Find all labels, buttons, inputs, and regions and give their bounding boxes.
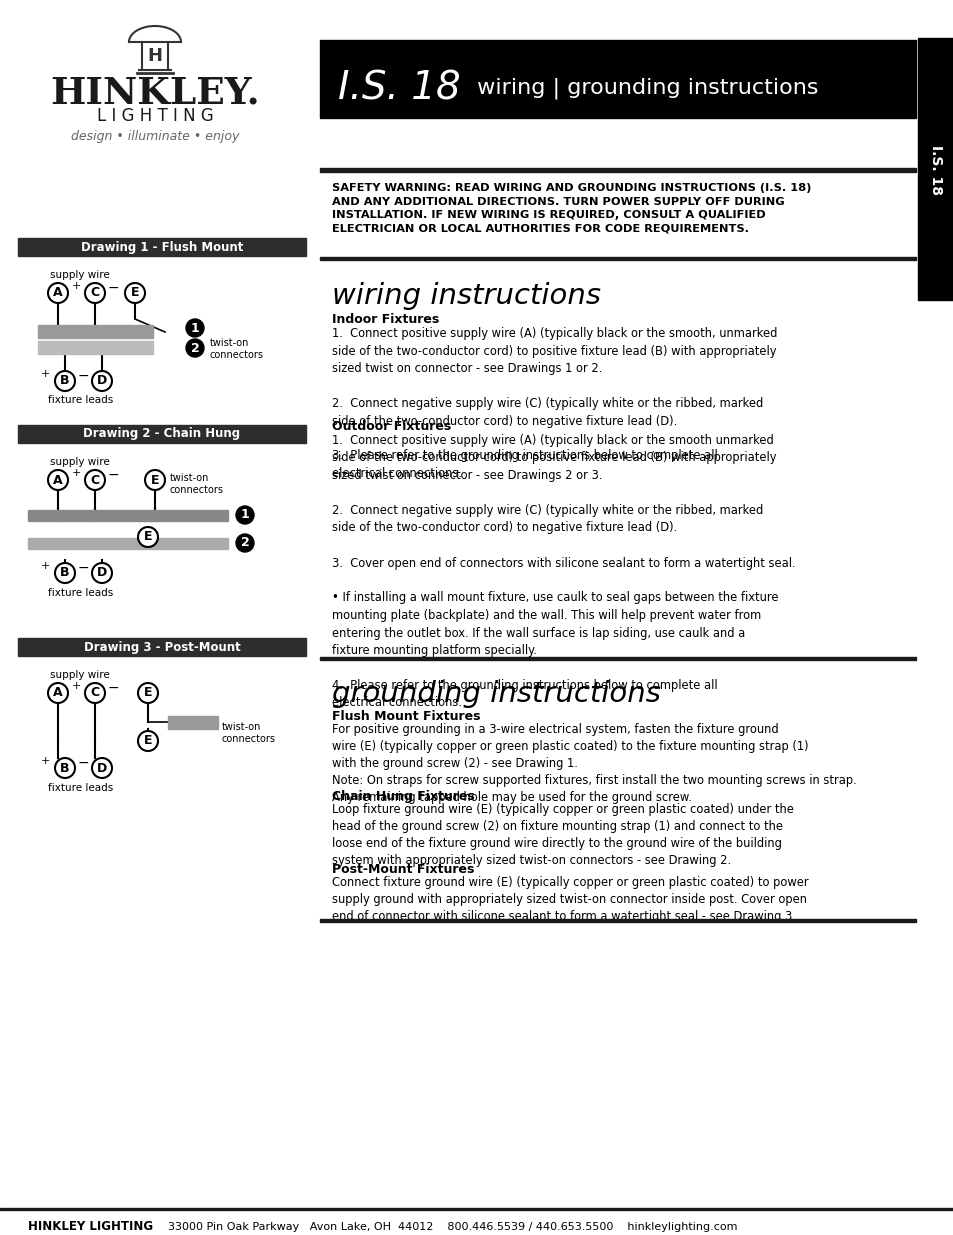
Text: wiring | grounding instructions: wiring | grounding instructions (470, 78, 818, 99)
Circle shape (48, 471, 68, 490)
Text: L I G H T I N G: L I G H T I N G (96, 107, 213, 125)
Text: E: E (131, 287, 139, 300)
Text: Outdoor Fixtures: Outdoor Fixtures (332, 420, 451, 433)
Text: −: − (107, 468, 119, 482)
Circle shape (235, 506, 253, 524)
Text: Drawing 3 - Post-Mount: Drawing 3 - Post-Mount (84, 641, 240, 653)
Circle shape (85, 471, 105, 490)
Text: Flush Mount Fixtures: Flush Mount Fixtures (332, 710, 480, 722)
Text: E: E (151, 473, 159, 487)
Text: 1.  Connect positive supply wire (A) (typically black or the smooth unmarked
sid: 1. Connect positive supply wire (A) (typ… (332, 433, 795, 709)
Bar (18, 425, 306, 443)
Text: −: − (77, 756, 89, 769)
Text: +: + (71, 468, 81, 478)
Text: 1.  Connect positive supply wire (A) (typically black or the smooth, unmarked
si: 1. Connect positive supply wire (A) (typ… (332, 327, 777, 480)
Text: 2: 2 (191, 342, 199, 354)
Bar (18, 638, 306, 656)
Circle shape (55, 758, 75, 778)
Text: −: − (107, 680, 119, 695)
Circle shape (48, 683, 68, 703)
Text: I.S. 18: I.S. 18 (928, 144, 942, 195)
Bar (319, 40, 915, 119)
Text: Drawing 1 - Flush Mount: Drawing 1 - Flush Mount (81, 241, 243, 253)
Bar (38, 341, 152, 354)
Text: +: + (40, 369, 50, 379)
Text: Post-Mount Fixtures: Post-Mount Fixtures (332, 863, 474, 876)
Text: grounding instructions: grounding instructions (332, 680, 660, 708)
Bar (319, 657, 915, 659)
Text: Chain Hung Fixtures: Chain Hung Fixtures (332, 790, 475, 803)
Text: D: D (97, 567, 107, 579)
Bar (38, 325, 152, 338)
Text: B: B (60, 374, 70, 388)
Text: twist-on
connectors: twist-on connectors (170, 473, 224, 494)
Text: B: B (60, 567, 70, 579)
Bar (28, 538, 228, 550)
Bar (917, 38, 953, 300)
Circle shape (138, 683, 158, 703)
Circle shape (138, 731, 158, 751)
Text: +: + (40, 756, 50, 766)
Text: +: + (71, 680, 81, 692)
Circle shape (145, 471, 165, 490)
Bar (28, 510, 228, 521)
Text: 1: 1 (240, 509, 249, 521)
Bar (168, 716, 218, 729)
Circle shape (186, 319, 204, 337)
Text: supply wire: supply wire (50, 457, 110, 467)
Circle shape (186, 338, 204, 357)
Text: −: − (77, 369, 89, 383)
Circle shape (125, 283, 145, 303)
Text: Indoor Fixtures: Indoor Fixtures (332, 312, 438, 326)
Text: fixture leads: fixture leads (48, 783, 113, 793)
Text: D: D (97, 762, 107, 774)
Text: B: B (60, 762, 70, 774)
Text: C: C (91, 473, 99, 487)
Text: Drawing 2 - Chain Hung: Drawing 2 - Chain Hung (83, 427, 240, 441)
Circle shape (85, 283, 105, 303)
Text: For positive grounding in a 3-wire electrical system, fasten the fixture ground
: For positive grounding in a 3-wire elect… (332, 722, 856, 804)
Circle shape (91, 563, 112, 583)
Text: E: E (144, 735, 152, 747)
Text: H: H (148, 47, 162, 65)
Text: HINKLEY LIGHTING: HINKLEY LIGHTING (28, 1220, 153, 1234)
Text: fixture leads: fixture leads (48, 395, 113, 405)
Text: +: + (71, 282, 81, 291)
Text: I.S. 18: I.S. 18 (337, 69, 460, 107)
Text: C: C (91, 687, 99, 699)
Text: supply wire: supply wire (50, 671, 110, 680)
Text: −: − (107, 282, 119, 295)
Text: Loop fixture ground wire (E) (typically copper or green plastic coated) under th: Loop fixture ground wire (E) (typically … (332, 803, 793, 867)
Text: A: A (53, 287, 63, 300)
Circle shape (48, 283, 68, 303)
Bar (319, 168, 915, 172)
Bar (319, 919, 915, 923)
Text: supply wire: supply wire (50, 270, 110, 280)
Text: design • illuminate • enjoy: design • illuminate • enjoy (71, 130, 239, 143)
Text: D: D (97, 374, 107, 388)
Text: A: A (53, 473, 63, 487)
Circle shape (235, 534, 253, 552)
Circle shape (85, 683, 105, 703)
Text: wiring instructions: wiring instructions (332, 282, 600, 310)
Text: 2: 2 (240, 536, 249, 550)
Text: E: E (144, 531, 152, 543)
Bar (18, 238, 306, 256)
Text: SAFETY WARNING: READ WIRING AND GROUNDING INSTRUCTIONS (I.S. 18)
AND ANY ADDITIO: SAFETY WARNING: READ WIRING AND GROUNDIN… (332, 183, 810, 233)
Text: −: − (77, 561, 89, 576)
Text: 1: 1 (191, 321, 199, 335)
Bar (319, 257, 915, 261)
Circle shape (91, 758, 112, 778)
Text: +: + (40, 561, 50, 571)
Text: C: C (91, 287, 99, 300)
Circle shape (91, 370, 112, 391)
Text: fixture leads: fixture leads (48, 588, 113, 598)
Text: A: A (53, 687, 63, 699)
Circle shape (55, 370, 75, 391)
Text: HINKLEY.: HINKLEY. (51, 74, 259, 111)
Bar (0, 1208, 953, 1210)
Text: 33000 Pin Oak Parkway   Avon Lake, OH  44012    800.446.5539 / 440.653.5500    h: 33000 Pin Oak Parkway Avon Lake, OH 4401… (168, 1221, 737, 1233)
Text: twist-on
connectors: twist-on connectors (210, 338, 264, 359)
Text: E: E (144, 687, 152, 699)
Text: twist-on
connectors: twist-on connectors (222, 722, 275, 743)
